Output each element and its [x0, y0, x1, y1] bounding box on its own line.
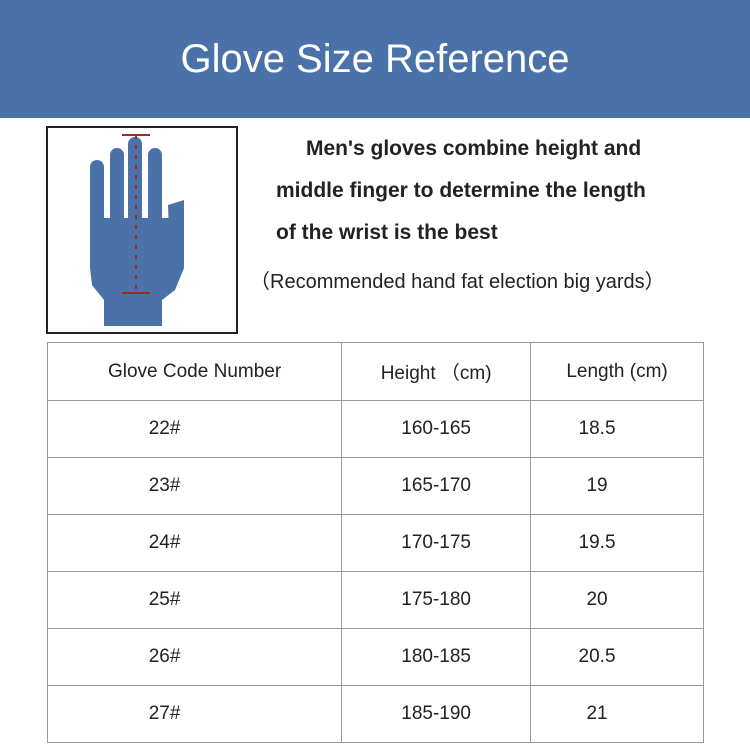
- cell-length: 21: [530, 685, 704, 743]
- description-line: of the wrist is the best: [276, 221, 498, 244]
- table-header-row: Glove Code Number Height （cm) Length (cm…: [46, 342, 704, 401]
- cell-height: 165-170: [341, 457, 532, 515]
- description-line: Men's gloves combine height and: [306, 137, 642, 160]
- cell-length: 20: [530, 571, 704, 629]
- table-row: 24# 170-175 19.5: [46, 514, 704, 572]
- table-row: 25# 175-180 20: [46, 571, 704, 629]
- cell-length: 20.5: [530, 628, 704, 686]
- hand-measurement-icon: [90, 134, 184, 326]
- cell-code: 23#: [46, 457, 343, 515]
- cell-code: 26#: [46, 628, 343, 686]
- cell-height: 175-180: [341, 571, 532, 629]
- table-row: 23# 165-170 19: [46, 457, 704, 515]
- table-row: 27# 185-190 21: [46, 685, 704, 743]
- cell-height: 185-190: [341, 685, 532, 743]
- cell-height: 170-175: [341, 514, 532, 572]
- cell-code: 22#: [46, 400, 343, 458]
- cell-length: 19: [530, 457, 704, 515]
- cell-code: 27#: [46, 685, 343, 743]
- header-height: Height （cm): [341, 342, 532, 401]
- description-line: middle finger to determine the length: [276, 179, 646, 202]
- cell-code: 24#: [46, 514, 343, 572]
- cell-length: 18.5: [530, 400, 704, 458]
- page-title: Glove Size Reference: [180, 36, 570, 81]
- table-row: 26# 180-185 20.5: [46, 628, 704, 686]
- header-banner: Glove Size Reference: [0, 0, 750, 118]
- cell-length: 19.5: [530, 514, 704, 572]
- description: Men's gloves combine height and middle f…: [276, 128, 646, 254]
- table-row: 22# 160-165 18.5: [46, 400, 704, 458]
- header-code: Glove Code Number: [46, 342, 343, 401]
- cell-code: 25#: [46, 571, 343, 629]
- cell-height: 180-185: [341, 628, 532, 686]
- header-length: Length (cm): [530, 342, 704, 401]
- size-table: Glove Code Number Height （cm) Length (cm…: [46, 342, 704, 743]
- cell-height: 160-165: [341, 400, 532, 458]
- hand-illustration: [46, 126, 238, 334]
- recommendation-note: （Recommended hand fat election big yards…: [250, 271, 665, 293]
